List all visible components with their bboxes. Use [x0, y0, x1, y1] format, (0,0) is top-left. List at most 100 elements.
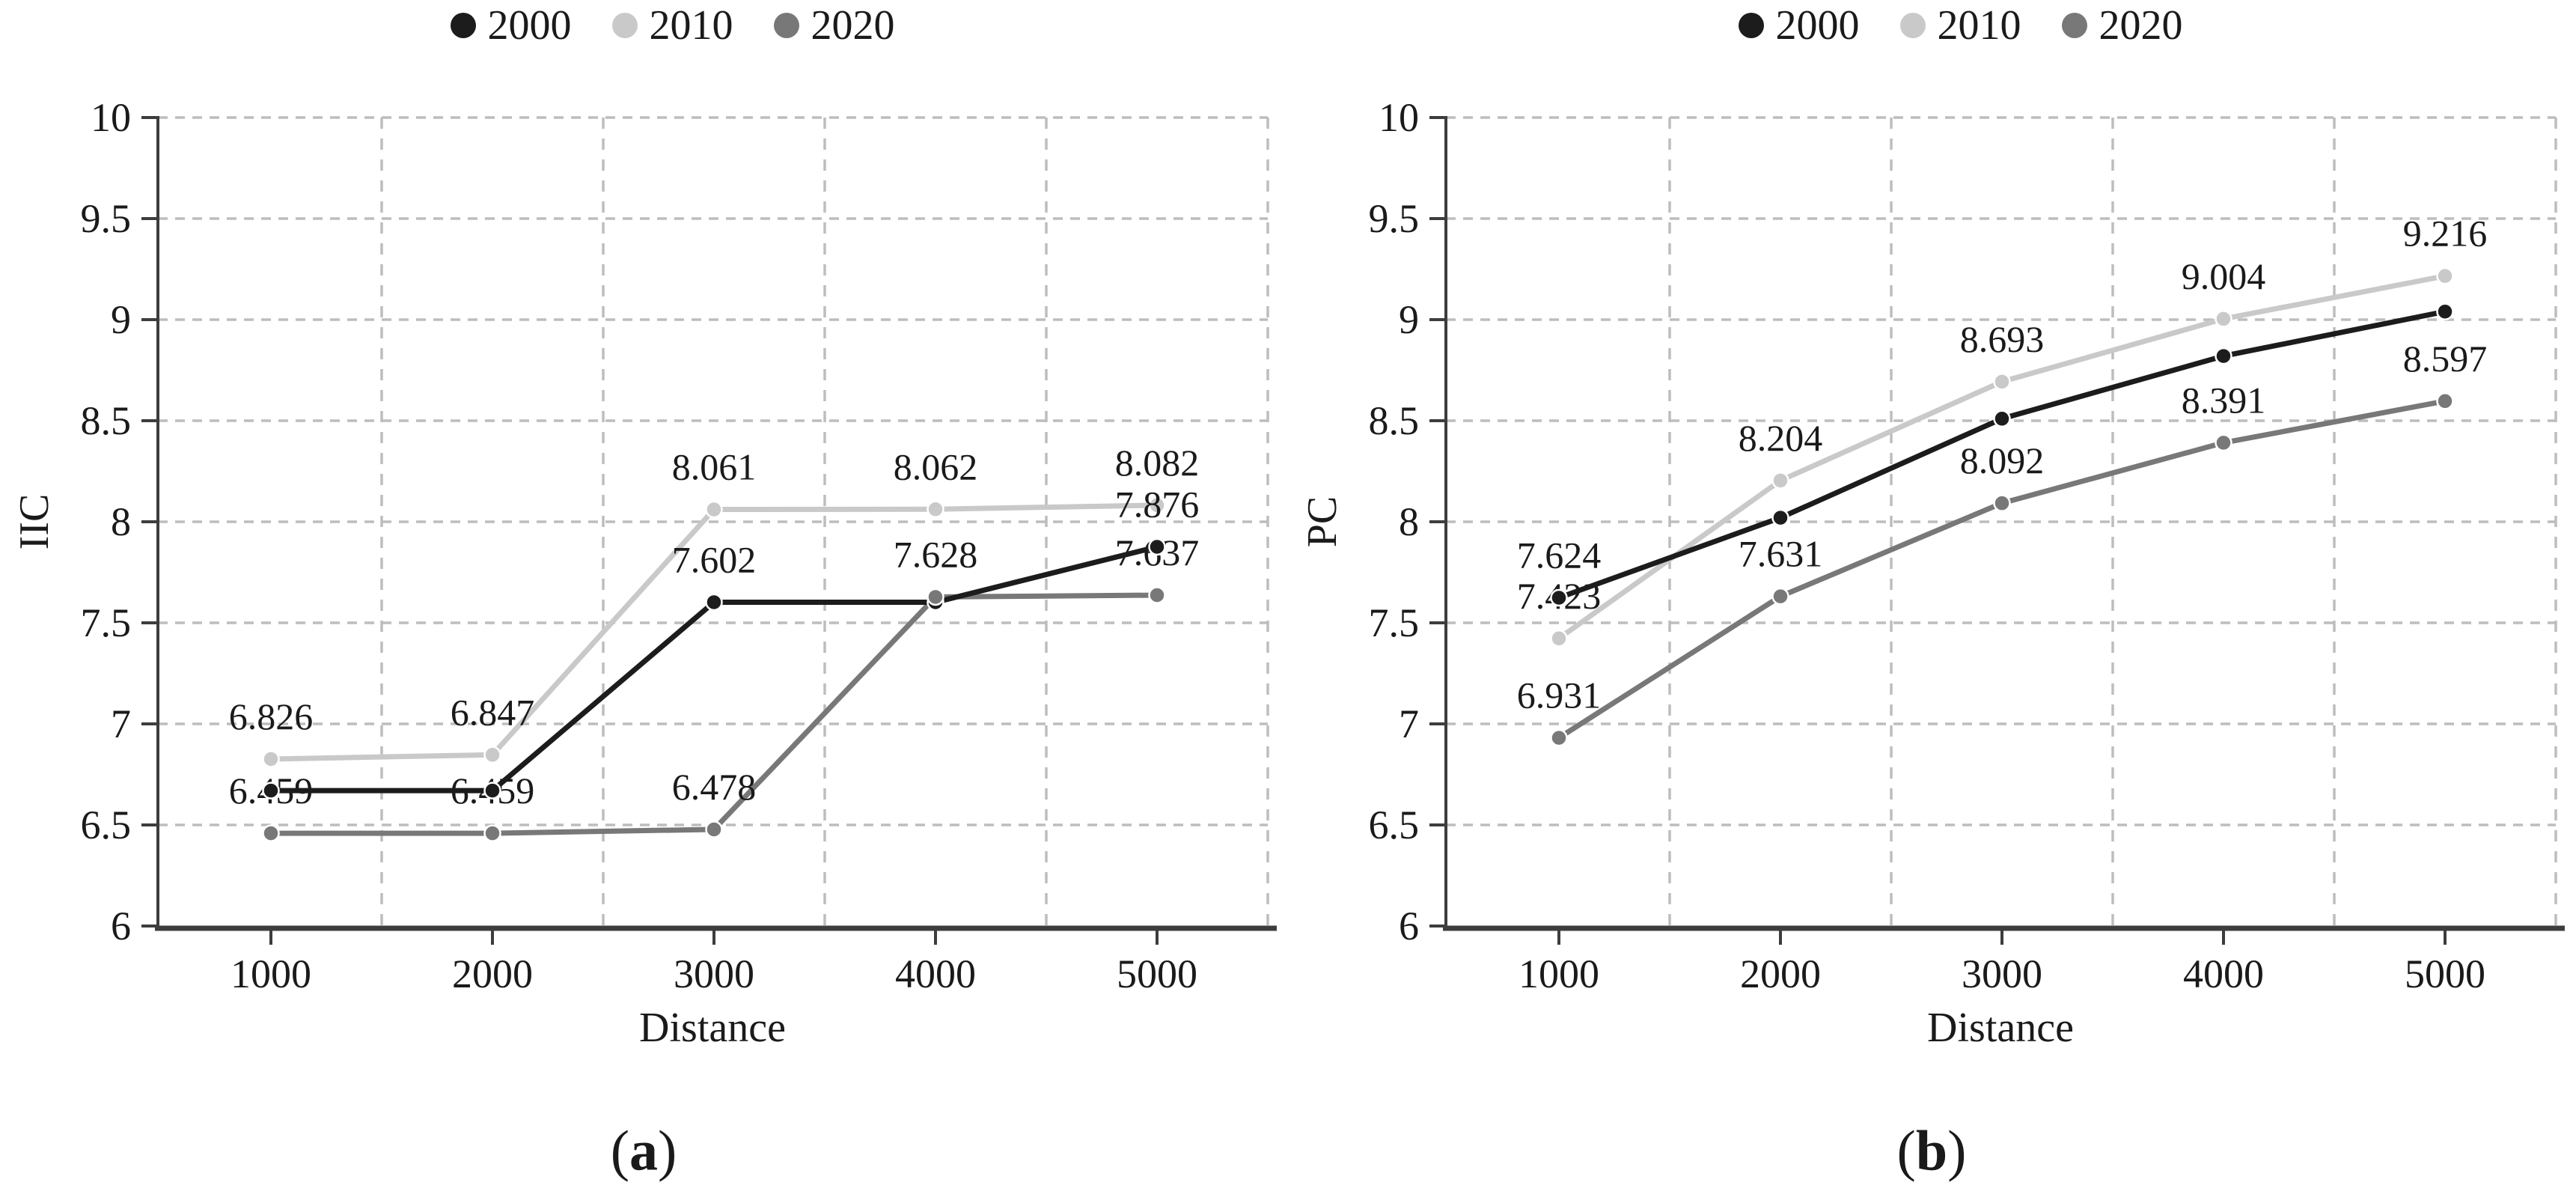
y-tick-label: 8.5	[81, 398, 132, 443]
series-2020-point	[2215, 433, 2232, 452]
x-tick-label: 3000	[1962, 951, 2042, 996]
y-tick-label: 10	[91, 95, 131, 140]
legend-marker-2020-icon	[2061, 13, 2087, 38]
series-2010-point	[1550, 630, 1568, 648]
legend-label-2010: 2010	[649, 2, 733, 49]
data-label-2010: 8.062	[894, 445, 978, 487]
panel-caption-b: (b)	[1897, 1119, 1967, 1184]
legend-label-2010: 2010	[1937, 2, 2021, 49]
legend-label-2020: 2020	[811, 2, 895, 49]
legend-item-2020: 2020	[773, 2, 895, 49]
data-label-2020: 8.391	[2182, 379, 2266, 421]
data-label-2000: 7.602	[672, 538, 757, 580]
series-2020-point	[1993, 494, 2011, 512]
y-tick-label: 7	[111, 701, 131, 746]
caption-open-paren: (	[610, 1119, 629, 1183]
data-label-2020: 8.597	[2403, 338, 2488, 380]
y-tick-label: 6	[1399, 904, 1419, 948]
x-tick-label: 5000	[1117, 951, 1197, 996]
series-2000-point	[2436, 302, 2454, 320]
caption-letter-b: b	[1915, 1119, 1948, 1183]
y-tick-label: 7.5	[81, 600, 132, 645]
x-tick-label: 5000	[2405, 951, 2485, 996]
line-chart-pc: 6 6.5 7 7.5 8 8.5 9 9.5 10 1000 2000 3000 4000 5000 7.…	[1369, 95, 2565, 996]
caption-close-paren: )	[1947, 1119, 1967, 1183]
legend-b: 2000 2010 2020	[1288, 4, 2576, 46]
legend-marker-2020-icon	[773, 13, 799, 38]
data-label-2000: 7.624	[1517, 534, 1602, 576]
y-tick-label: 7	[1399, 701, 1419, 746]
y-tick-label: 9.5	[1369, 196, 1420, 241]
y-tick-label: 8	[1399, 499, 1419, 544]
series-2000-point	[1148, 537, 1166, 556]
panel-caption-a: (a)	[611, 1119, 677, 1184]
legend-label-2000: 2000	[1775, 2, 1860, 49]
legend-item-2010: 2010	[611, 2, 733, 49]
caption-letter-a: a	[629, 1119, 658, 1183]
series-2000-point	[2215, 347, 2232, 365]
legend-marker-2010-icon	[611, 13, 638, 38]
data-label-2010: 8.061	[672, 446, 757, 488]
data-label-2010: 8.204	[1739, 417, 1823, 459]
legend-item-2010: 2010	[1899, 2, 2021, 49]
series-2000-point	[1993, 409, 2011, 428]
y-tick-label: 7.5	[1369, 600, 1420, 645]
x-axis-title-b: Distance	[1927, 1005, 2074, 1051]
x-tick-label: 2000	[452, 951, 533, 996]
series-2010-point	[2215, 310, 2232, 328]
legend-item-2020: 2020	[2061, 2, 2183, 49]
data-label-2010: 8.693	[1960, 318, 2045, 360]
legend-label-2000: 2000	[487, 2, 572, 49]
y-tick-label: 9	[111, 297, 131, 342]
caption-close-paren: )	[658, 1119, 677, 1183]
series-2000-point	[483, 782, 501, 800]
data-label-2020: 7.631	[1739, 533, 1823, 575]
series-2010-point	[927, 500, 944, 519]
series-2020-point	[705, 820, 723, 838]
legend-item-2000: 2000	[450, 2, 572, 49]
y-tick-label: 10	[1379, 95, 1419, 140]
data-label-2020: 7.628	[894, 533, 978, 575]
series-2010-point	[1148, 496, 1166, 514]
series-2020-point	[483, 824, 501, 842]
series-2020-point	[262, 824, 280, 842]
legend-marker-2000-icon	[1738, 13, 1764, 38]
panel-a: 2000 2010 2020 IIC 6 6.5 7 7.5 8 8.5 9 9.5 10 100…	[0, 4, 1288, 1184]
data-label-2010: 6.847	[451, 691, 535, 733]
x-tick-label: 3000	[674, 951, 754, 996]
series-2020-point	[2436, 392, 2454, 410]
legend-a: 2000 2010 2020	[0, 4, 1288, 46]
legend-label-2020: 2020	[2099, 2, 2183, 49]
y-tick-label: 8	[111, 499, 131, 544]
series-2000-point	[262, 782, 280, 800]
series-2010-point	[2436, 267, 2454, 285]
series-2000-point	[1550, 588, 1568, 607]
y-tick-label: 8.5	[1369, 398, 1420, 443]
data-label-2010: 9.004	[2182, 255, 2266, 297]
y-tick-label: 9	[1399, 297, 1419, 342]
x-tick-label: 1000	[1519, 951, 1599, 996]
series-2020-point	[1148, 586, 1166, 604]
data-label-2020: 6.931	[1517, 674, 1602, 716]
legend-marker-2010-icon	[1899, 13, 1926, 38]
y-tick-label: 6.5	[81, 802, 132, 847]
data-label-2010: 9.216	[2403, 213, 2488, 255]
series-2010-point	[262, 750, 280, 768]
x-tick-label: 4000	[895, 951, 976, 996]
data-label-2000: 7.876	[1115, 483, 1200, 525]
panel-b: 2000 2010 2020 PC 6 6.5 7 7.5 8 8.5 9 9.5 10 1000…	[1288, 0, 2576, 1200]
series-2010-point	[1993, 373, 2011, 391]
x-tick-label: 4000	[2183, 951, 2264, 996]
caption-open-paren: (	[1896, 1119, 1916, 1183]
data-label-2010: 8.082	[1115, 442, 1200, 484]
series-2020-point	[1771, 587, 1789, 606]
y-tick-label: 6	[111, 904, 131, 948]
legend-item-2000: 2000	[1738, 2, 1860, 49]
data-label-2020: 6.478	[672, 766, 757, 808]
x-tick-label: 1000	[231, 951, 311, 996]
series-2020-point	[927, 588, 944, 606]
series-2020-point	[1550, 728, 1568, 747]
y-tick-label: 6.5	[1369, 802, 1420, 847]
series-2010-point	[483, 746, 501, 764]
x-axis-title-a: Distance	[639, 1005, 786, 1051]
